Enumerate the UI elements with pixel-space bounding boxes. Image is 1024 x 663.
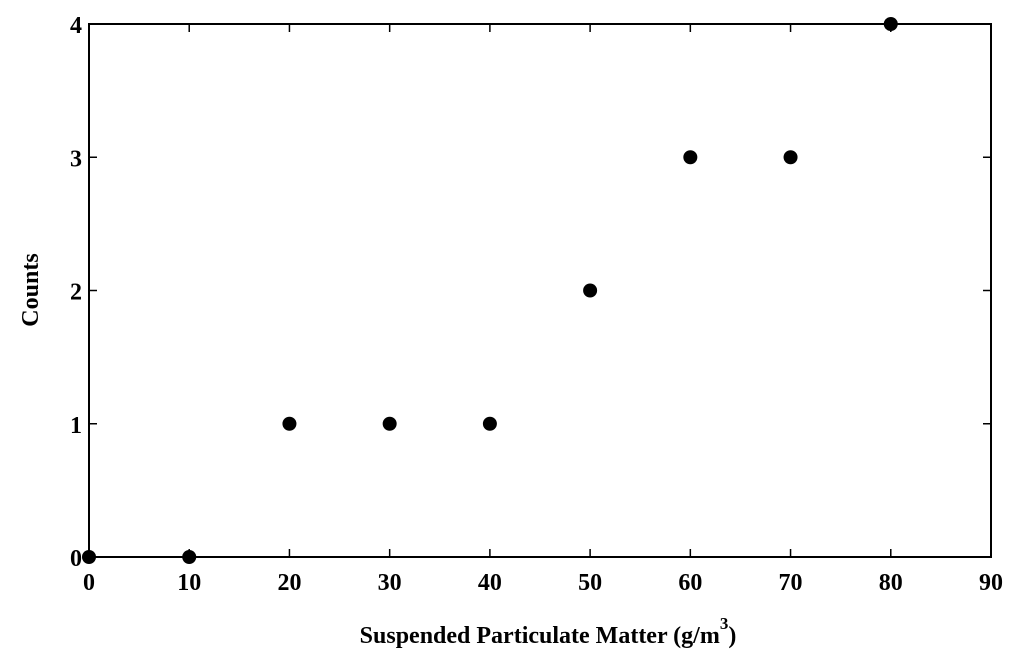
- x-tick-label: 10: [177, 570, 201, 596]
- data-point: [82, 550, 96, 564]
- y-tick-label: 2: [70, 280, 82, 306]
- data-point: [382, 416, 397, 431]
- y-tick-label: 4: [70, 13, 82, 39]
- data-point: [883, 17, 898, 31]
- x-tick-label: 0: [83, 570, 95, 596]
- x-axis-label-suffix: ): [728, 623, 736, 649]
- x-axis-label-superscript: 3: [720, 614, 729, 633]
- x-tick-label: 50: [578, 570, 602, 596]
- x-axis-label-main: Suspended Particulate Matter (g/m: [360, 623, 720, 649]
- y-tick-label: 1: [70, 413, 82, 439]
- data-point: [683, 150, 698, 165]
- y-tick-label: 3: [70, 146, 82, 172]
- data-point: [482, 416, 497, 431]
- data-point: [282, 416, 297, 431]
- x-tick-label: 20: [277, 570, 301, 596]
- x-axis-label: Suspended Particulate Matter (g/m3): [360, 614, 737, 649]
- data-point: [182, 550, 197, 564]
- plot-frame: [88, 23, 992, 558]
- data-points: [82, 17, 898, 564]
- x-tick-label: 70: [779, 570, 803, 596]
- x-tick-labels: 0 10 20 30 40 50 60 70 80 90: [83, 570, 1003, 596]
- x-tick-label: 60: [678, 570, 702, 596]
- x-tick-label: 80: [879, 570, 903, 596]
- x-tick-label: 30: [378, 570, 402, 596]
- axis-ticks: [88, 23, 992, 558]
- x-tick-label: 40: [478, 570, 502, 596]
- x-tick-label: 90: [979, 570, 1003, 596]
- y-axis-label: Counts: [18, 253, 44, 326]
- data-point: [783, 150, 798, 165]
- y-tick-label: 0: [70, 546, 82, 572]
- y-tick-labels: 0 1 2 3 4: [70, 13, 82, 572]
- data-point: [583, 283, 598, 298]
